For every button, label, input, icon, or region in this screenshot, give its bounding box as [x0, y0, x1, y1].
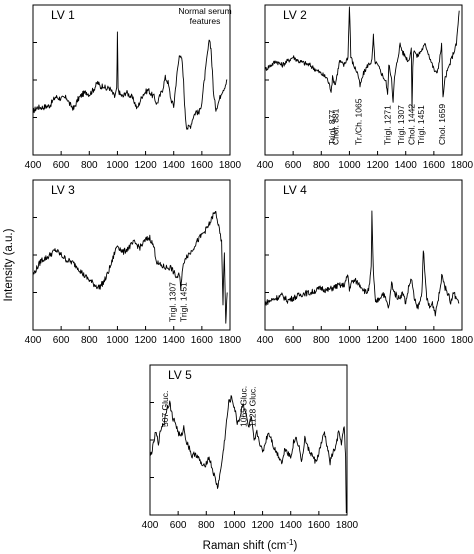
panel-frame [264, 179, 463, 331]
x-tick-label: 600 [285, 160, 302, 171]
x-tick-label: 1600 [308, 520, 331, 531]
annotation-label: Trigl. 1307 [167, 282, 177, 322]
x-tick-label: 1800 [219, 160, 242, 171]
panel-title: LV 1 [51, 8, 75, 22]
spectrum-line [32, 31, 228, 130]
x-tick-label: 1600 [423, 160, 446, 171]
annotation-label: Trigl. 1451 [179, 282, 189, 322]
x-tick-label: 600 [53, 160, 70, 171]
x-tick-label: 1200 [134, 160, 157, 171]
x-axis-title: Raman shift (cm-1) [203, 538, 298, 552]
x-tick-label: 1600 [191, 160, 214, 171]
x-tick-label: 400 [257, 160, 274, 171]
x-tick-label: 400 [257, 335, 274, 346]
annotation-label: Normal serum features [178, 6, 231, 26]
x-tick-label: 800 [313, 335, 330, 346]
x-axis-title-main: Raman shift (cm [203, 540, 287, 552]
x-tick-label: 600 [170, 520, 187, 531]
x-tick-label: 1200 [366, 160, 389, 171]
x-tick-label: 1000 [223, 520, 246, 531]
x-axis-title-sup: -1 [286, 538, 294, 547]
x-axis-title-close: ) [294, 540, 298, 552]
x-tick-label: 400 [142, 520, 159, 531]
x-tick-label: 800 [313, 160, 330, 171]
annotation-label: Chol. 1659 [437, 104, 447, 145]
x-tick-label: 1800 [451, 160, 474, 171]
x-tick-label: 1400 [163, 335, 186, 346]
spectrum-line [32, 211, 228, 324]
panel-lv5: 400 600 800 1000 1200 1400 1600 1800 LV 5 507 Glu… [142, 364, 359, 531]
x-tick-label: 1400 [163, 160, 186, 171]
x-tick-label: 1000 [106, 335, 129, 346]
x-tick-label: 1600 [191, 335, 214, 346]
annotation-label: Trigl. 1451 [416, 105, 426, 145]
panel-title: LV 5 [168, 368, 192, 382]
x-tick-label: 1800 [336, 520, 359, 531]
annotation-label: 1128 Gluc. [247, 387, 257, 427]
x-tick-label: 1400 [280, 520, 303, 531]
x-tick-label: 400 [25, 160, 42, 171]
x-tick-label: 600 [53, 335, 70, 346]
annotation-label: 507 Gluc. [160, 391, 170, 427]
annotation-label: Trigl. 877 [327, 110, 337, 145]
x-tick-label: 1000 [338, 160, 361, 171]
spectrum-line [264, 6, 460, 110]
x-tick-label: 1400 [395, 335, 418, 346]
x-tick-label: 800 [81, 335, 98, 346]
x-tick-label: 1600 [423, 335, 446, 346]
x-tick-label: 1200 [251, 520, 274, 531]
panel-frame [32, 4, 231, 156]
annotation-label: Trigl. 1307 [396, 105, 406, 145]
x-tick-label: 1200 [366, 335, 389, 346]
panel-lv4: 400 600 800 1000 1200 1400 1600 1800 LV 4 [257, 179, 474, 346]
x-tick-label: 800 [81, 160, 98, 171]
spectrum-line [149, 395, 347, 514]
x-tick-label: 1000 [106, 160, 129, 171]
panel-frame [32, 179, 231, 331]
x-tick-label: 1800 [219, 335, 242, 346]
panel-lv1: 400 600 800 1000 1200 1400 1600 1800 LV 1 Normal … [25, 4, 242, 171]
annotation-line: features [190, 16, 221, 26]
annotation-label: Trigl. 1271 [383, 105, 393, 145]
annotation-line: Normal serum [178, 6, 231, 16]
annotation-label: Tr./Ch. 1065 [354, 98, 364, 145]
panel-lv2: 400 600 800 1000 1200 1400 1600 1800 LV 2 Trigl. … [257, 4, 474, 171]
x-tick-label: 1200 [134, 335, 157, 346]
panel-title: LV 2 [283, 8, 307, 22]
x-tick-label: 800 [198, 520, 215, 531]
spectrum-line [264, 210, 460, 317]
x-tick-label: 400 [25, 335, 42, 346]
x-tick-label: 600 [285, 335, 302, 346]
panel-title: LV 4 [283, 183, 307, 197]
annotation-label: Chol. 881 [330, 108, 340, 145]
x-tick-label: 1000 [338, 335, 361, 346]
panels: 400 600 800 1000 1200 1400 1600 1800 LV 1 Normal … [25, 4, 474, 531]
panel-title: LV 3 [51, 183, 75, 197]
y-axis-title: Intensity (a.u.) [3, 228, 15, 301]
annotation-label: Chol. 1442 [407, 104, 417, 145]
x-tick-label: 1800 [451, 335, 474, 346]
annotation-label: 1065 Gluc. [239, 386, 249, 427]
panel-lv3: 400 600 800 1000 1200 1400 1600 1800 LV 3 Trigl. … [25, 179, 242, 346]
x-tick-label: 1400 [395, 160, 418, 171]
